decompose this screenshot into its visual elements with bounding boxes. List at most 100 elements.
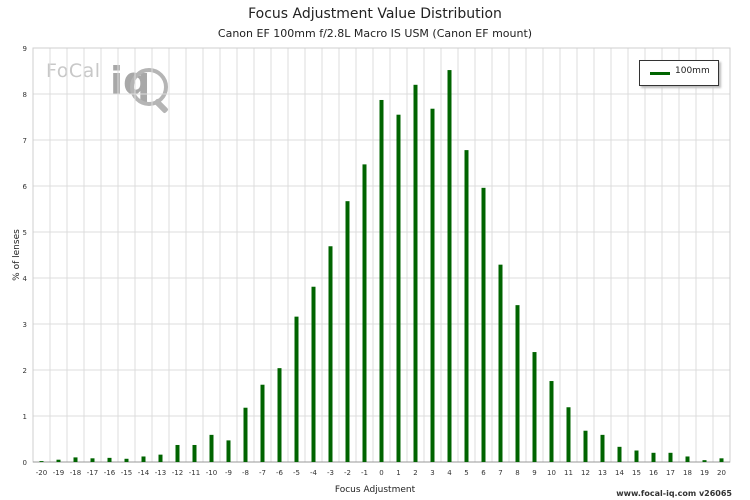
x-tick-label: -2 (344, 469, 351, 477)
x-tick-label: -8 (242, 469, 249, 477)
bar (192, 444, 197, 462)
y-tick-label: 3 (23, 321, 27, 329)
x-tick-label: -1 (361, 469, 368, 477)
logo-word: FoCal (46, 60, 101, 82)
y-tick-label: 4 (23, 275, 28, 283)
bar (56, 459, 61, 462)
x-tick-label: 6 (481, 469, 486, 477)
x-tick-label: -6 (276, 469, 284, 477)
x-tick-label: 18 (683, 469, 692, 477)
x-tick-label: -13 (155, 469, 166, 477)
x-tick-label: -16 (104, 469, 116, 477)
bar (685, 456, 690, 462)
bar (294, 316, 299, 462)
bar (73, 457, 78, 462)
bar (243, 407, 248, 462)
footer-credit: www.focal-iq.com v26065 (616, 489, 732, 498)
y-tick-label: 6 (23, 183, 28, 191)
bar (362, 164, 367, 462)
bar (107, 457, 112, 462)
x-tick-label: 12 (581, 469, 590, 477)
x-tick-label: 8 (515, 469, 519, 477)
bar (39, 461, 44, 462)
bar (141, 456, 146, 462)
bar (396, 114, 401, 462)
x-tick-label: 14 (615, 469, 624, 477)
bar (277, 368, 282, 462)
x-tick-label: 10 (547, 469, 556, 477)
legend-swatch (650, 72, 670, 75)
bar (515, 305, 520, 462)
y-tick-label: 0 (23, 459, 27, 467)
y-tick-label: 8 (23, 91, 27, 99)
x-tick-label: -3 (327, 469, 334, 477)
bar (260, 384, 265, 462)
chart-subtitle: Canon EF 100mm f/2.8L Macro IS USM (Cano… (217, 27, 533, 40)
focal-iq-logo: FoCal iq (46, 60, 171, 115)
bar (90, 458, 95, 462)
x-tick-label: -10 (206, 469, 217, 477)
bar (532, 352, 537, 462)
legend: 100mm (639, 60, 719, 86)
x-tick-label: 0 (379, 469, 383, 477)
x-tick-label: 19 (700, 469, 709, 477)
x-tick-label: -15 (121, 469, 132, 477)
bar (617, 446, 622, 462)
x-tick-label: -20 (36, 469, 47, 477)
y-tick-label: 9 (23, 45, 27, 53)
bar (481, 187, 486, 462)
x-tick-label: -9 (225, 469, 232, 477)
bar (311, 286, 316, 462)
bar (566, 407, 571, 462)
x-tick-label: 17 (666, 469, 675, 477)
bar (549, 381, 554, 462)
x-tick-label: -14 (138, 469, 150, 477)
bar (430, 108, 435, 462)
bar (498, 264, 503, 462)
x-tick-label: 16 (649, 469, 658, 477)
bar (464, 150, 469, 462)
x-tick-label: -17 (87, 469, 98, 477)
bar (668, 452, 673, 462)
bar (583, 430, 588, 462)
x-tick-label: -19 (53, 469, 64, 477)
bar (379, 99, 384, 462)
y-tick-label: 1 (23, 413, 27, 421)
bar (600, 434, 605, 462)
bar (702, 460, 707, 462)
x-tick-label: 20 (717, 469, 726, 477)
bar (328, 246, 333, 462)
x-tick-label: -12 (172, 469, 183, 477)
x-tick-label: -11 (189, 469, 200, 477)
x-tick-label: -7 (259, 469, 266, 477)
y-tick-label: 2 (23, 367, 27, 375)
magnifier-icon (130, 68, 168, 106)
x-tick-label: 11 (564, 469, 573, 477)
x-axis-label: Focus Adjustment (334, 485, 416, 495)
x-tick-label: 15 (632, 469, 641, 477)
x-tick-label: 13 (598, 469, 607, 477)
bar (124, 458, 129, 462)
x-tick-label: 1 (396, 469, 400, 477)
x-tick-label: 3 (430, 469, 434, 477)
x-tick-label: 2 (413, 469, 417, 477)
x-tick-label: -18 (70, 469, 81, 477)
bar (345, 201, 350, 462)
y-axis-label: % of lenses (12, 229, 22, 281)
bar (634, 450, 639, 462)
chart-title: Focus Adjustment Value Distribution (248, 6, 502, 22)
x-tick-label: -4 (310, 469, 318, 477)
x-tick-label: 9 (532, 469, 536, 477)
x-tick-label: 5 (464, 469, 468, 477)
bar (413, 84, 418, 463)
x-tick-label: 7 (498, 469, 502, 477)
y-tick-label: 7 (23, 137, 27, 145)
y-tick-label: 5 (23, 229, 27, 237)
bar (719, 458, 724, 462)
x-tick-label: 4 (447, 469, 452, 477)
legend-label: 100mm (675, 66, 710, 76)
bar (175, 444, 180, 462)
bar (651, 452, 656, 462)
x-tick-label: -5 (293, 469, 300, 477)
